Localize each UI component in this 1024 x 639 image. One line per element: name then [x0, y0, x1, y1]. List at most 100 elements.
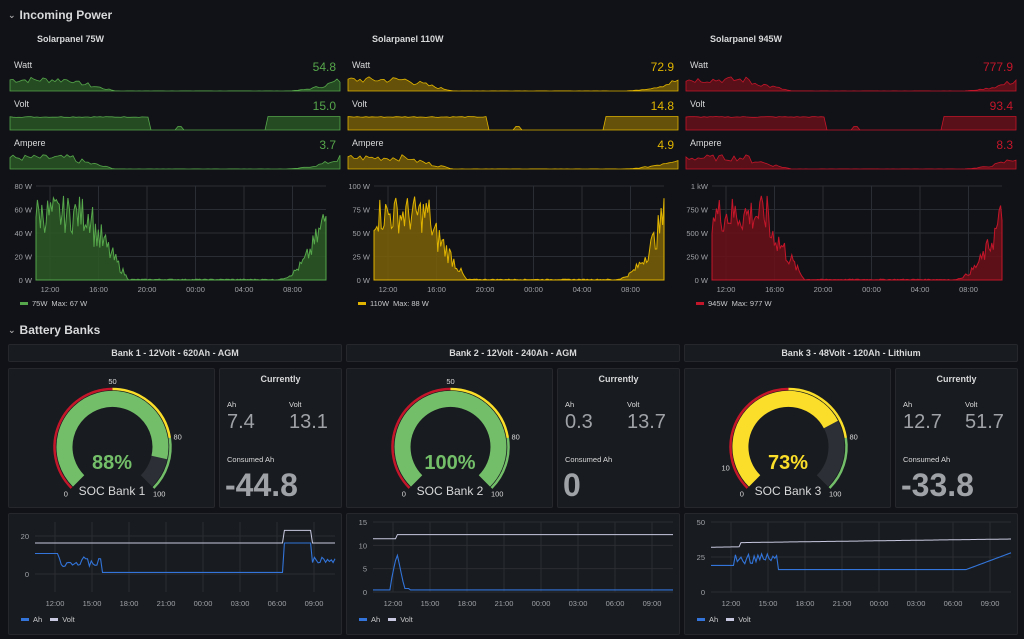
- legend-items[interactable]: Ah Volt: [359, 615, 413, 624]
- ampere-label: Ampere: [690, 138, 722, 148]
- bank-header[interactable]: Bank 2 - 12Volt - 240Ah - AGM: [346, 344, 680, 362]
- bank-graph-panel[interactable]: 50 25 0 12:00 15:00 18:00 21:00 00:00 03:00 06:00…: [684, 513, 1018, 635]
- gauge-tick-label: 0: [64, 490, 68, 499]
- x-tick-label: 04:00: [911, 285, 930, 294]
- x-tick-label: 12:00: [717, 285, 736, 294]
- series-line: [373, 196, 665, 281]
- x-tick-label: 18:00: [458, 599, 477, 608]
- soc-gauge-panel[interactable]: 0 50 80 100 88% SOC Bank 1: [8, 368, 215, 508]
- row-title-label: Incoming Power: [19, 8, 113, 22]
- legend-volt: Volt: [62, 615, 75, 624]
- legend-item[interactable]: 110W Max: 88 W: [358, 299, 429, 308]
- x-tick-label: 15:00: [421, 599, 440, 608]
- legend-series: 110W: [370, 299, 390, 308]
- legend-ah: Ah: [371, 615, 381, 624]
- solar-power-graph-2[interactable]: 100 W 75 W 50 W 25 W 0 W 12:00 16:00 20:00 00:00…: [344, 180, 674, 298]
- consumed-label: Consumed Ah: [903, 455, 951, 464]
- x-tick-label: 21:00: [157, 599, 176, 608]
- currently-panel[interactable]: Currently Ah Volt 12.7 51.7 Consumed Ah …: [895, 368, 1018, 508]
- x-tick-label: 06:00: [944, 599, 963, 608]
- threshold-band-yellow: [112, 387, 172, 439]
- bank-graph-panel[interactable]: 20 0 12:00 15:00 18:00 21:00 00:00 03:00 06:00 09…: [8, 513, 342, 635]
- soc-gauge: 0 10 80 100: [722, 387, 858, 499]
- ah-series-line: [373, 553, 673, 591]
- x-tick-label: 00:00: [532, 599, 551, 608]
- volt-series-line: [373, 534, 673, 540]
- solar-panel-title[interactable]: Solarpanel 75W: [37, 34, 105, 44]
- volt-label: Volt: [965, 400, 978, 409]
- legend-items[interactable]: Ah Volt: [697, 615, 751, 624]
- legend-swatch: [359, 618, 367, 621]
- legend-swatch: [50, 618, 59, 621]
- soc-gauge-panel[interactable]: 0 50 80 100 100% SOC Bank 2: [346, 368, 553, 508]
- series-line: [711, 195, 1003, 281]
- legend-ah: Ah: [709, 615, 719, 624]
- sparkline: [9, 116, 341, 131]
- sparkline: [347, 116, 679, 131]
- bank-graph-panel[interactable]: 15 10 5 0 12:00 15:00 18:00 21:00 00:00 03:00 06:0…: [346, 513, 680, 635]
- row-battery-banks[interactable]: ⌄ Battery Banks: [8, 323, 100, 337]
- legend-swatch: [697, 618, 705, 621]
- currently-panel[interactable]: Currently Ah Volt 0.3 13.7 Consumed Ah 0: [557, 368, 680, 508]
- threshold-band-red: [53, 387, 113, 489]
- threshold-band-red: [391, 387, 451, 489]
- watt-label: Watt: [14, 60, 33, 70]
- legend-ah: Ah: [33, 615, 43, 624]
- currently-title: Currently: [936, 374, 977, 384]
- x-tick-label: 04:00: [235, 285, 254, 294]
- currently-panel[interactable]: Currently Ah Volt 7.4 13.1 Consumed Ah -…: [219, 368, 342, 508]
- ah-value: 0.3: [565, 411, 593, 433]
- legend-items[interactable]: Ah Volt: [21, 615, 75, 624]
- gauge-name: SOC Bank 1: [78, 484, 146, 498]
- y-tick-label: 75 W: [352, 206, 370, 215]
- chevron-down-icon: ⌄: [8, 324, 16, 335]
- ah-value: 7.4: [227, 411, 255, 433]
- sparkline: [347, 76, 679, 92]
- volt-value: 15.0: [312, 99, 336, 113]
- sparklines-panel-2: [347, 76, 679, 170]
- threshold-band-green: [490, 437, 510, 489]
- bank-graph: 20 0 12:00 15:00 18:00 21:00 00:00 03:00 06:00 09…: [21, 522, 336, 608]
- solar-power-graph-3[interactable]: 1 kW 750 W 500 W 250 W 0 W 12:00 16:00 20:00 00:…: [682, 180, 1012, 298]
- ah-label: Ah: [903, 400, 913, 409]
- x-tick-label: 03:00: [231, 599, 250, 608]
- ampere-value: 8.3: [996, 138, 1013, 152]
- y-tick-label: 0: [25, 570, 29, 579]
- x-tick-label: 09:00: [643, 599, 662, 608]
- y-tick-label: 40 W: [14, 229, 32, 238]
- threshold-band-yellow: [450, 387, 510, 439]
- solar-power-graph-1[interactable]: 80 W 60 W 40 W 20 W 0 W 12:00 16:00 20:00 00:00 0…: [6, 180, 336, 298]
- x-tick-label: 20:00: [138, 285, 157, 294]
- legend-max: Max: 88 W: [393, 299, 429, 308]
- ah-value: 12.7: [903, 411, 942, 433]
- legend-swatch: [20, 302, 28, 305]
- y-tick-label: 1 kW: [691, 182, 709, 191]
- soc-percent: 73%: [767, 452, 809, 474]
- volt-label: Volt: [14, 99, 30, 109]
- y-tick-label: 0: [701, 588, 705, 597]
- gauge-tick-label: 10: [722, 463, 730, 472]
- watt-value: 777.9: [982, 60, 1013, 74]
- bank-header[interactable]: Bank 3 - 48Volt - 120Ah - Lithium: [684, 344, 1018, 362]
- row-incoming-power[interactable]: ⌄ Incoming Power: [8, 8, 112, 22]
- solar-panel-title[interactable]: Solarpanel 110W: [372, 34, 444, 44]
- y-tick-label: 500 W: [686, 229, 709, 238]
- y-tick-label: 0 W: [357, 276, 371, 285]
- x-tick-label: 08:00: [283, 285, 302, 294]
- currently-title: Currently: [260, 374, 301, 384]
- bank-header[interactable]: Bank 1 - 12Volt - 620Ah - AGM: [8, 344, 342, 362]
- x-tick-label: 08:00: [621, 285, 640, 294]
- y-tick-label: 15: [359, 518, 367, 527]
- x-tick-label: 08:00: [959, 285, 978, 294]
- sparkline: [685, 154, 1017, 170]
- volt-label: Volt: [289, 400, 302, 409]
- legend-item[interactable]: 75W Max: 67 W: [20, 299, 87, 308]
- solar-panel-title[interactable]: Solarpanel 945W: [710, 34, 783, 44]
- consumed-label: Consumed Ah: [565, 455, 613, 464]
- legend-item[interactable]: 945W Max: 977 W: [696, 299, 772, 308]
- volt-value: 51.7: [965, 411, 1004, 433]
- threshold-band-yellow: [788, 387, 848, 439]
- x-tick-label: 12:00: [46, 599, 65, 608]
- soc-gauge-panel[interactable]: 0 10 80 100 73% SOC Bank 3: [684, 368, 891, 508]
- x-tick-label: 12:00: [722, 599, 741, 608]
